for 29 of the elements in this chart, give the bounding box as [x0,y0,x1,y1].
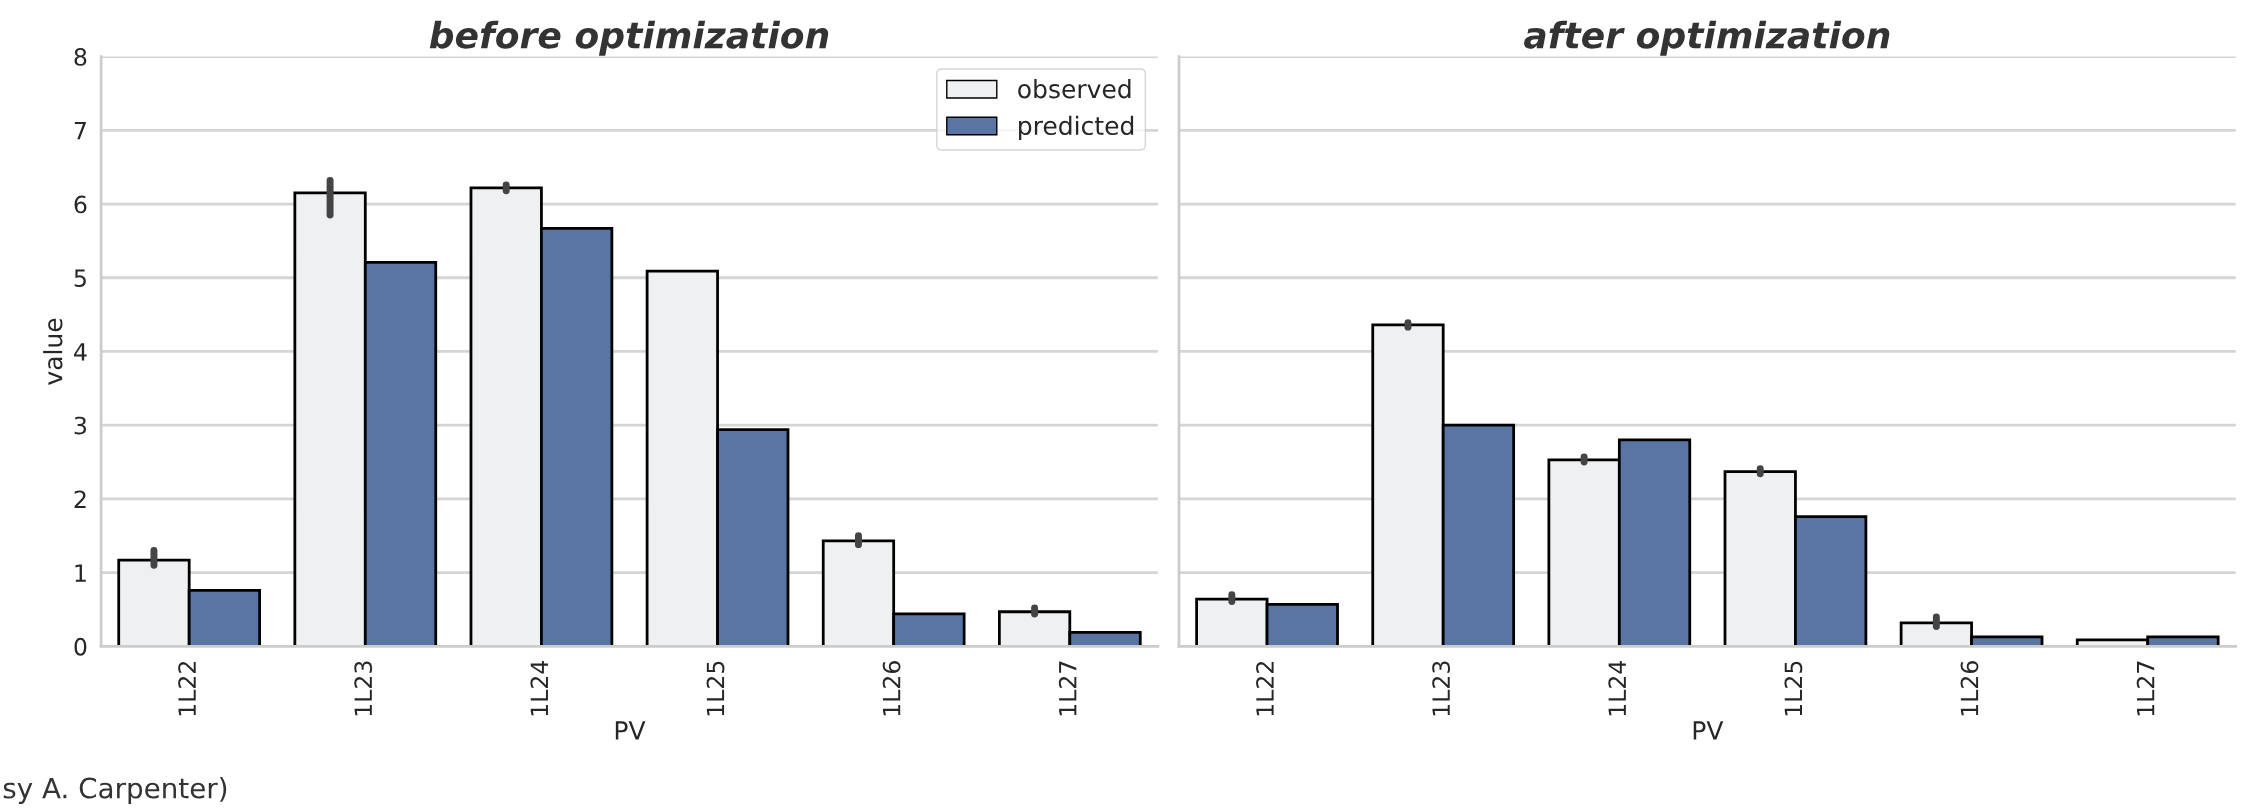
x-tick-label: 1L27 [1058,661,1077,716]
x-tick-label: 1L23 [354,661,373,716]
x-tick-label: 1L23 [1432,661,1451,716]
x-tick-label: 1L26 [1960,661,1979,716]
x-tick-label: 1L24 [1608,660,1626,716]
x-tick-label: 1L24 [530,660,548,716]
text: sy A. Carpenter) [3,777,227,804]
y-tick-label: 6 [74,195,87,214]
y-axis-title: value [43,318,63,385]
x-tick-label: 1L25 [706,661,725,716]
x-tick-label: 1L27 [2136,661,2155,716]
x-tick-label: 1L25 [1784,661,1803,716]
legend-label: predicted [1019,115,1134,140]
y-tick-label: 3 [74,416,87,435]
chart-title: after optimization [1523,20,1890,56]
x-tick-label: 1L22 [1256,661,1274,716]
y-tick-label: 2 [74,490,86,508]
x-tick-label: 1L22 [178,661,196,716]
y-tick-label: 0 [74,637,87,656]
y-tick-label: 5 [74,269,86,288]
y-tick-label: 1 [75,564,86,582]
chart-title: before optimization [429,20,829,56]
y-tick-label: 8 [74,48,87,66]
x-axis-title: PV [1693,721,1724,740]
x-tick-label: 1L26 [882,661,901,716]
legend-label: observed [1018,79,1131,99]
y-tick-label: 7 [74,122,86,140]
x-axis-title: PV [615,721,646,740]
y-tick-label: 4 [74,343,87,361]
